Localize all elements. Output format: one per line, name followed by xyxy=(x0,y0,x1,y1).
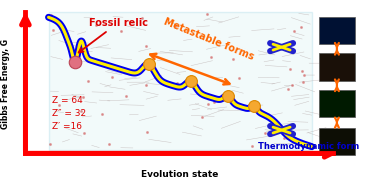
Text: Gibbs Free Energy, G: Gibbs Free Energy, G xyxy=(2,39,10,129)
FancyBboxPatch shape xyxy=(319,53,355,81)
Text: Z = 64
Z″ = 32
Z′ =16: Z = 64 Z″ = 32 Z′ =16 xyxy=(52,96,86,131)
Text: Evolution state: Evolution state xyxy=(141,170,219,179)
Text: Fossil relic: Fossil relic xyxy=(79,18,148,52)
Text: Thermodynamic form: Thermodynamic form xyxy=(259,142,360,151)
FancyBboxPatch shape xyxy=(319,128,355,155)
FancyBboxPatch shape xyxy=(319,17,355,44)
Text: Metastable forms: Metastable forms xyxy=(162,16,255,62)
FancyBboxPatch shape xyxy=(48,12,312,150)
FancyBboxPatch shape xyxy=(319,90,355,117)
